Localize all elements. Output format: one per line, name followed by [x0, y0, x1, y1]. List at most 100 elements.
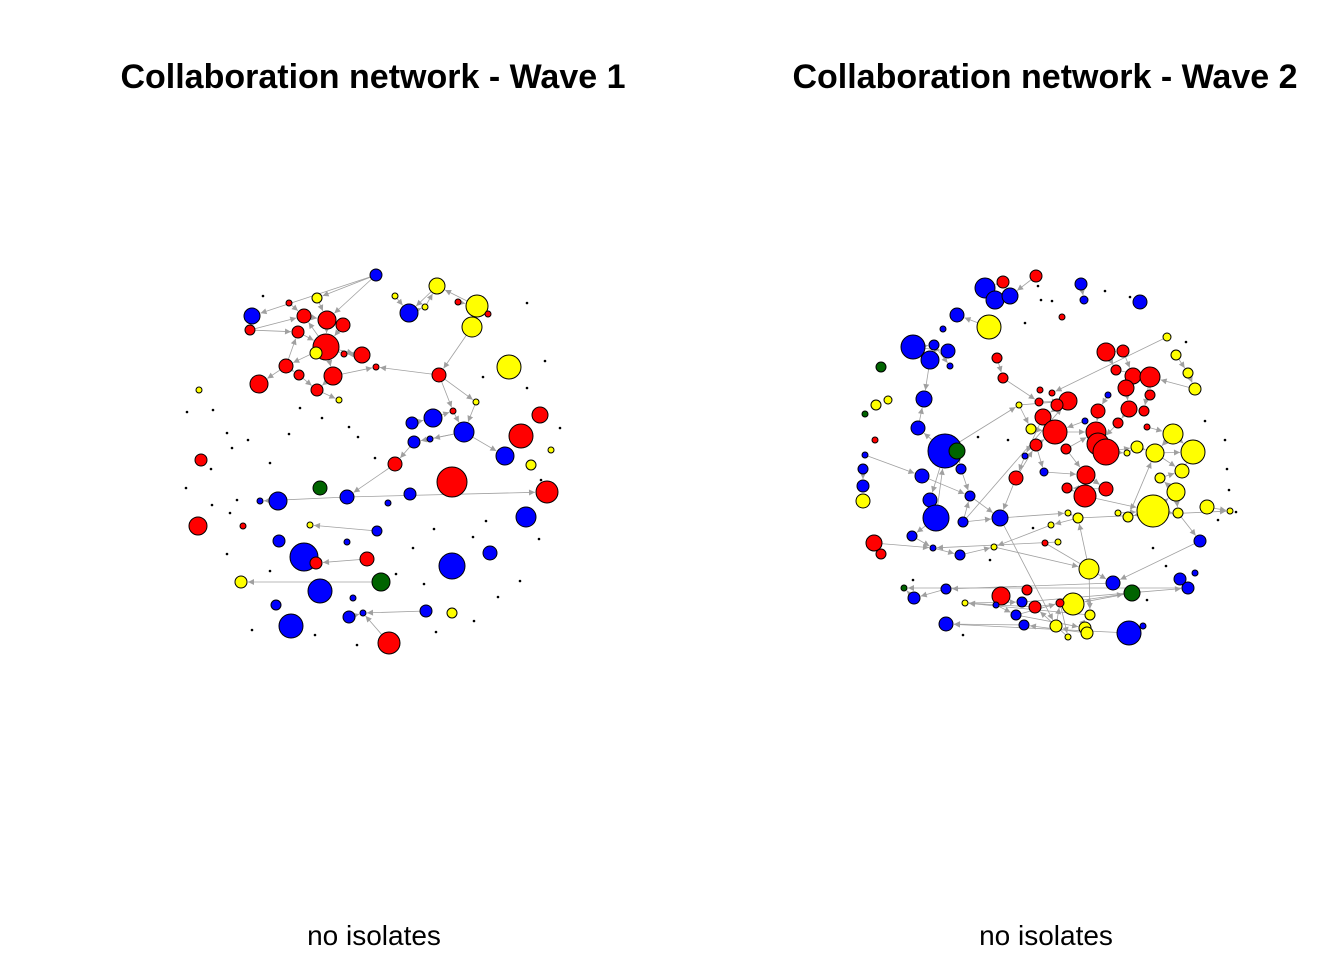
wave1-subtitle: no isolates: [307, 920, 441, 951]
wave1-panel: Collaboration network - Wave 1 no isolat…: [120, 58, 625, 951]
edge-arrowhead: [1173, 500, 1180, 508]
network-node-dot: [356, 435, 360, 439]
network-node: [1018, 619, 1030, 631]
network-node-dot: [1234, 510, 1238, 514]
edge-arrowhead: [936, 544, 944, 551]
network-node: [1050, 398, 1064, 412]
edge-arrowhead: [334, 329, 341, 336]
network-node: [1049, 619, 1063, 633]
network-node-dot: [225, 431, 229, 435]
network-node: [900, 584, 908, 592]
network-node: [1199, 499, 1215, 515]
wave2-network-graph: [855, 269, 1238, 646]
network-node: [371, 525, 383, 537]
network-node: [1021, 452, 1029, 460]
network-node-dot: [1223, 438, 1227, 442]
network-node: [907, 591, 921, 605]
network-node-dot: [537, 537, 541, 541]
network-node: [1096, 342, 1116, 362]
edge-arrowhead: [1048, 603, 1056, 609]
network-node-dot: [1225, 467, 1229, 471]
network-edge: [322, 274, 377, 297]
edge-arrowhead: [306, 334, 314, 341]
network-node: [1010, 609, 1022, 621]
edge-arrowhead: [1086, 602, 1093, 610]
network-node-dot: [543, 359, 547, 363]
network-node: [1117, 379, 1135, 397]
edge-arrowhead: [322, 290, 330, 297]
network-node: [296, 308, 312, 324]
network-node: [310, 383, 324, 397]
network-node-dot: [228, 511, 232, 515]
edge-arrowhead: [466, 393, 473, 400]
network-node: [946, 362, 954, 370]
network-node: [293, 369, 305, 381]
network-edge: [936, 541, 1059, 549]
network-node: [1080, 626, 1094, 640]
network-node: [1042, 419, 1068, 445]
network-node: [1061, 592, 1085, 616]
network-node-dot: [235, 498, 239, 502]
edge-arrowhead: [453, 415, 459, 423]
edge-arrowhead: [1008, 407, 1016, 413]
network-node: [531, 406, 549, 424]
network-edge: [366, 610, 427, 614]
network-node: [1074, 277, 1088, 291]
network-node: [940, 583, 952, 595]
edge-arrowhead: [1054, 519, 1062, 526]
network-node: [423, 408, 443, 428]
edge-arrowhead: [938, 468, 945, 476]
network-node: [307, 578, 333, 604]
network-node: [1130, 440, 1144, 454]
network-node: [997, 372, 1009, 384]
network-node-dot: [394, 572, 398, 576]
network-node: [465, 294, 489, 318]
network-node: [1064, 633, 1072, 641]
edge-arrowhead: [366, 609, 374, 616]
network-node-dot: [1103, 289, 1107, 293]
edge-arrowhead: [1069, 470, 1077, 477]
network-node-dot: [988, 558, 992, 562]
network-node: [339, 489, 355, 505]
network-node: [431, 367, 447, 383]
network-node-dot: [210, 503, 214, 507]
network-node: [991, 509, 1009, 527]
edge-group: [860, 275, 1227, 638]
network-node: [249, 374, 269, 394]
network-node: [1170, 349, 1182, 361]
edge-arrowhead: [1120, 574, 1127, 580]
network-node-dot: [1023, 321, 1027, 325]
network-edge: [334, 274, 377, 314]
network-node: [1154, 472, 1166, 484]
network-node: [1008, 470, 1024, 486]
network-node: [991, 586, 1011, 606]
network-node-dot: [185, 410, 189, 414]
network-node: [454, 298, 462, 306]
edge-arrowhead: [379, 365, 387, 372]
edge-arrowhead: [1071, 562, 1079, 569]
network-node: [1162, 332, 1172, 342]
edge-arrowhead: [1079, 437, 1087, 443]
edge-arrowhead: [1055, 607, 1062, 615]
network-node: [243, 307, 261, 325]
network-node: [1139, 622, 1147, 630]
edge-arrowhead: [1173, 449, 1181, 456]
network-node: [403, 487, 417, 501]
edge-arrowhead: [1037, 460, 1044, 468]
edge-arrowhead: [305, 379, 312, 386]
edge-arrowhead: [433, 434, 441, 440]
network-node: [428, 277, 446, 295]
network-node: [938, 616, 954, 632]
edge-arrowhead: [445, 290, 452, 296]
network-node: [855, 493, 871, 509]
edge-arrowhead: [953, 621, 961, 628]
edge-arrowhead: [1040, 611, 1047, 618]
network-edge: [379, 367, 440, 376]
network-node: [1138, 405, 1150, 417]
network-node-dot: [225, 552, 229, 556]
network-node-dot: [250, 628, 254, 632]
edge-arrowhead: [1003, 606, 1011, 613]
edge-arrowhead: [931, 485, 937, 493]
network-node-dot: [209, 467, 213, 471]
network-edge: [997, 524, 1052, 546]
